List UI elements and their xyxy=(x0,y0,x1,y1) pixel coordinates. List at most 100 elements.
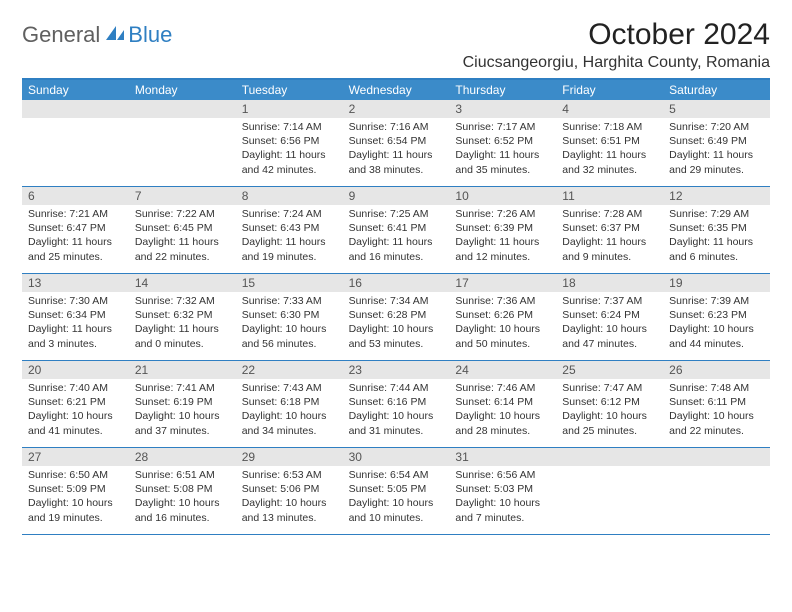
cell-body: Sunrise: 7:26 AMSunset: 6:39 PMDaylight:… xyxy=(449,205,556,270)
sunset-text: Sunset: 6:19 PM xyxy=(135,395,230,409)
calendar-cell: 31Sunrise: 6:56 AMSunset: 5:03 PMDayligh… xyxy=(449,448,556,534)
day-number: 13 xyxy=(22,274,129,292)
day-number: 12 xyxy=(663,187,770,205)
day-number xyxy=(556,448,663,466)
cell-body: Sunrise: 6:54 AMSunset: 5:05 PMDaylight:… xyxy=(343,466,450,531)
daylight-text: Daylight: 11 hours and 12 minutes. xyxy=(455,235,550,263)
sunrise-text: Sunrise: 7:33 AM xyxy=(242,294,337,308)
calendar-cell: 10Sunrise: 7:26 AMSunset: 6:39 PMDayligh… xyxy=(449,187,556,273)
cell-body: Sunrise: 7:34 AMSunset: 6:28 PMDaylight:… xyxy=(343,292,450,357)
sunset-text: Sunset: 6:32 PM xyxy=(135,308,230,322)
cell-body: Sunrise: 6:56 AMSunset: 5:03 PMDaylight:… xyxy=(449,466,556,531)
calendar-cell: 26Sunrise: 7:48 AMSunset: 6:11 PMDayligh… xyxy=(663,361,770,447)
sunset-text: Sunset: 6:37 PM xyxy=(562,221,657,235)
sunset-text: Sunset: 6:30 PM xyxy=(242,308,337,322)
sail-icon xyxy=(104,24,126,47)
sunrise-text: Sunrise: 7:32 AM xyxy=(135,294,230,308)
calendar-cell: 24Sunrise: 7:46 AMSunset: 6:14 PMDayligh… xyxy=(449,361,556,447)
day-number: 4 xyxy=(556,100,663,118)
sunset-text: Sunset: 6:28 PM xyxy=(349,308,444,322)
sunrise-text: Sunrise: 7:24 AM xyxy=(242,207,337,221)
daylight-text: Daylight: 11 hours and 32 minutes. xyxy=(562,148,657,176)
calendar-cell: 16Sunrise: 7:34 AMSunset: 6:28 PMDayligh… xyxy=(343,274,450,360)
calendar-cell: 13Sunrise: 7:30 AMSunset: 6:34 PMDayligh… xyxy=(22,274,129,360)
calendar-cell: 15 Sunrise: 7:33 AMSunset: 6:30 PMDayligh… xyxy=(236,274,343,360)
day-header-saturday: Saturday xyxy=(663,80,770,100)
day-number: 18 xyxy=(556,274,663,292)
day-number: 26 xyxy=(663,361,770,379)
cell-body: Sunrise: 7:40 AMSunset: 6:21 PMDaylight:… xyxy=(22,379,129,444)
calendar-cell: 21Sunrise: 7:41 AMSunset: 6:19 PMDayligh… xyxy=(129,361,236,447)
cell-body: Sunrise: 7:44 AMSunset: 6:16 PMDaylight:… xyxy=(343,379,450,444)
day-number: 24 xyxy=(449,361,556,379)
cell-body: Sunrise: 7:20 AMSunset: 6:49 PMDaylight:… xyxy=(663,118,770,183)
calendar-cell: 18Sunrise: 7:37 AMSunset: 6:24 PMDayligh… xyxy=(556,274,663,360)
daylight-text: Daylight: 10 hours and 34 minutes. xyxy=(242,409,337,437)
sunrise-text: Sunrise: 6:56 AM xyxy=(455,468,550,482)
sunrise-text: Sunrise: 7:43 AM xyxy=(242,381,337,395)
calendar-cell: 3Sunrise: 7:17 AMSunset: 6:52 PMDaylight… xyxy=(449,100,556,186)
sunset-text: Sunset: 5:09 PM xyxy=(28,482,123,496)
calendar-cell: 6Sunrise: 7:21 AMSunset: 6:47 PMDaylight… xyxy=(22,187,129,273)
daylight-text: Daylight: 11 hours and 16 minutes. xyxy=(349,235,444,263)
daylight-text: Daylight: 10 hours and 25 minutes. xyxy=(562,409,657,437)
sunset-text: Sunset: 6:47 PM xyxy=(28,221,123,235)
sunrise-text: Sunrise: 6:51 AM xyxy=(135,468,230,482)
day-number: 1 xyxy=(236,100,343,118)
logo-text-general: General xyxy=(22,22,100,48)
daylight-text: Daylight: 10 hours and 56 minutes. xyxy=(242,322,337,350)
daylight-text: Daylight: 11 hours and 35 minutes. xyxy=(455,148,550,176)
sunset-text: Sunset: 6:45 PM xyxy=(135,221,230,235)
calendar-cell: 14Sunrise: 7:32 AMSunset: 6:32 PMDayligh… xyxy=(129,274,236,360)
calendar-cell xyxy=(22,100,129,186)
calendar-cell xyxy=(129,100,236,186)
daylight-text: Daylight: 10 hours and 19 minutes. xyxy=(28,496,123,524)
sunrise-text: Sunrise: 7:48 AM xyxy=(669,381,764,395)
cell-body: Sunrise: 6:53 AMSunset: 5:06 PMDaylight:… xyxy=(236,466,343,531)
sunrise-text: Sunrise: 7:28 AM xyxy=(562,207,657,221)
week-row: 1Sunrise: 7:14 AMSunset: 6:56 PMDaylight… xyxy=(22,100,770,187)
calendar-cell: 4Sunrise: 7:18 AMSunset: 6:51 PMDaylight… xyxy=(556,100,663,186)
day-number: 9 xyxy=(343,187,450,205)
sunset-text: Sunset: 5:05 PM xyxy=(349,482,444,496)
sunrise-text: Sunrise: 7:34 AM xyxy=(349,294,444,308)
sunset-text: Sunset: 6:12 PM xyxy=(562,395,657,409)
day-number: 7 xyxy=(129,187,236,205)
sunrise-text: Sunrise: 7:37 AM xyxy=(562,294,657,308)
sunset-text: Sunset: 6:34 PM xyxy=(28,308,123,322)
cell-body: Sunrise: 7:18 AMSunset: 6:51 PMDaylight:… xyxy=(556,118,663,183)
cell-body: Sunrise: 7:17 AMSunset: 6:52 PMDaylight:… xyxy=(449,118,556,183)
day-number: 10 xyxy=(449,187,556,205)
sunset-text: Sunset: 6:35 PM xyxy=(669,221,764,235)
sunset-text: Sunset: 6:41 PM xyxy=(349,221,444,235)
cell-body: Sunrise: 7:47 AMSunset: 6:12 PMDaylight:… xyxy=(556,379,663,444)
calendar-cell: 1Sunrise: 7:14 AMSunset: 6:56 PMDaylight… xyxy=(236,100,343,186)
cell-body: Sunrise: 7:41 AMSunset: 6:19 PMDaylight:… xyxy=(129,379,236,444)
daylight-text: Daylight: 10 hours and 31 minutes. xyxy=(349,409,444,437)
calendar-cell: 29Sunrise: 6:53 AMSunset: 5:06 PMDayligh… xyxy=(236,448,343,534)
sunset-text: Sunset: 6:16 PM xyxy=(349,395,444,409)
sunset-text: Sunset: 6:54 PM xyxy=(349,134,444,148)
day-number: 8 xyxy=(236,187,343,205)
sunset-text: Sunset: 6:23 PM xyxy=(669,308,764,322)
calendar-cell: 28Sunrise: 6:51 AMSunset: 5:08 PMDayligh… xyxy=(129,448,236,534)
sunset-text: Sunset: 6:43 PM xyxy=(242,221,337,235)
daylight-text: Daylight: 10 hours and 28 minutes. xyxy=(455,409,550,437)
day-number: 30 xyxy=(343,448,450,466)
daylight-text: Daylight: 11 hours and 25 minutes. xyxy=(28,235,123,263)
day-number: 5 xyxy=(663,100,770,118)
daylight-text: Daylight: 10 hours and 50 minutes. xyxy=(455,322,550,350)
calendar-cell: 9Sunrise: 7:25 AMSunset: 6:41 PMDaylight… xyxy=(343,187,450,273)
day-number: 14 xyxy=(129,274,236,292)
cell-body: Sunrise: 7:24 AMSunset: 6:43 PMDaylight:… xyxy=(236,205,343,270)
daylight-text: Daylight: 10 hours and 37 minutes. xyxy=(135,409,230,437)
day-number: 15 xyxy=(236,274,343,292)
sunrise-text: Sunrise: 6:50 AM xyxy=(28,468,123,482)
sunrise-text: Sunrise: 7:26 AM xyxy=(455,207,550,221)
day-number xyxy=(22,100,129,118)
cell-body: Sunrise: 7:37 AMSunset: 6:24 PMDaylight:… xyxy=(556,292,663,357)
calendar-cell: 5Sunrise: 7:20 AMSunset: 6:49 PMDaylight… xyxy=(663,100,770,186)
day-number: 21 xyxy=(129,361,236,379)
sunrise-text: Sunrise: 6:53 AM xyxy=(242,468,337,482)
day-number xyxy=(129,100,236,118)
